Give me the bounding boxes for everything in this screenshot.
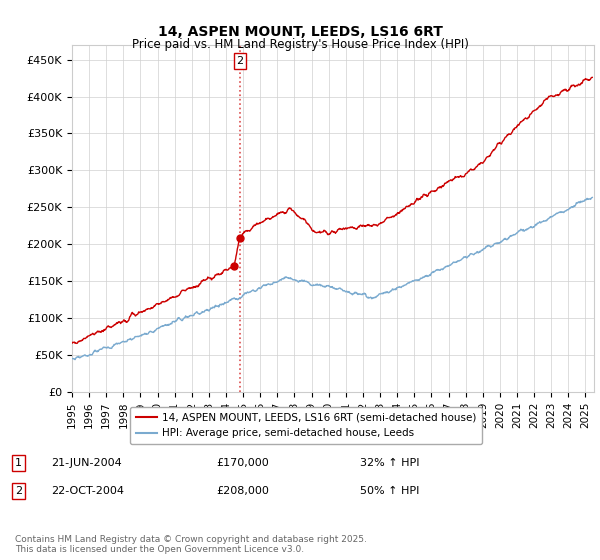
Text: 21-JUN-2004: 21-JUN-2004 bbox=[51, 458, 122, 468]
Text: 32% ↑ HPI: 32% ↑ HPI bbox=[360, 458, 419, 468]
Text: 22-OCT-2004: 22-OCT-2004 bbox=[51, 486, 124, 496]
Text: 2: 2 bbox=[15, 486, 22, 496]
Text: 1: 1 bbox=[15, 458, 22, 468]
Text: 14, ASPEN MOUNT, LEEDS, LS16 6RT: 14, ASPEN MOUNT, LEEDS, LS16 6RT bbox=[158, 25, 442, 39]
Text: 2: 2 bbox=[236, 56, 244, 66]
Legend: 14, ASPEN MOUNT, LEEDS, LS16 6RT (semi-detached house), HPI: Average price, semi: 14, ASPEN MOUNT, LEEDS, LS16 6RT (semi-d… bbox=[130, 407, 482, 445]
Text: £170,000: £170,000 bbox=[216, 458, 269, 468]
Text: Price paid vs. HM Land Registry's House Price Index (HPI): Price paid vs. HM Land Registry's House … bbox=[131, 38, 469, 50]
Text: Contains HM Land Registry data © Crown copyright and database right 2025.
This d: Contains HM Land Registry data © Crown c… bbox=[15, 535, 367, 554]
Text: £208,000: £208,000 bbox=[216, 486, 269, 496]
Text: 50% ↑ HPI: 50% ↑ HPI bbox=[360, 486, 419, 496]
